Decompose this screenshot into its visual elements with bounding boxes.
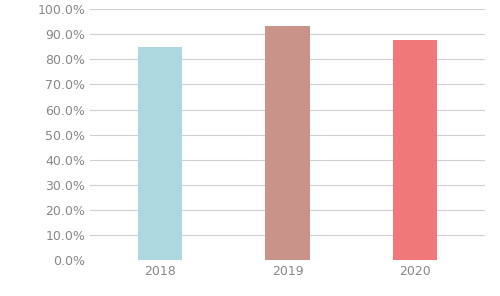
- Bar: [265, 26, 310, 260]
- Bar: [138, 46, 182, 260]
- Bar: [392, 40, 437, 260]
